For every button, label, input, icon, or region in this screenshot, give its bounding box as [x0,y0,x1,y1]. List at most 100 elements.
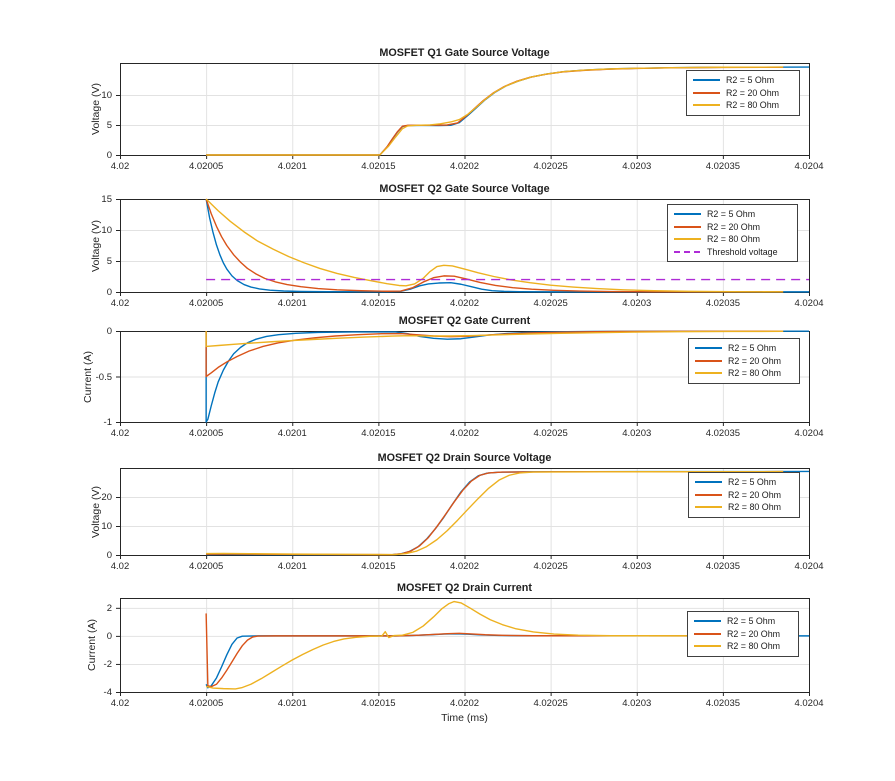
x-tick-label: 4.02015 [361,298,396,309]
subplot-1-plot-area [116,63,810,159]
x-tick-label: 4.02025 [533,428,568,439]
legend-entry: R2 = 5 Ohm [693,74,793,87]
y-tick-label: -1 [103,417,112,428]
x-tick-label: 4.02005 [188,428,224,439]
series-line-r2-80-ohm [205,198,784,293]
subplot-3-legend: R2 = 5 Ohm R2 = 20 Ohm R2 = 80 Ohm [688,338,800,384]
legend-line-sample [693,104,720,107]
legend-entry: R2 = 20 Ohm [694,628,792,641]
series-line-r2-20-ohm [205,198,784,293]
x-tick-label: 4.02 [110,298,130,309]
x-tick-label: 4.02025 [533,161,568,172]
x-tick-label: 4.02015 [361,428,396,439]
x-tick-label: 4.02035 [705,298,741,309]
legend-entry: R2 = 20 Ohm [693,87,793,100]
legend-entry-label: R2 = 80 Ohm [707,234,761,245]
y-tick-label: -0.5 [95,371,112,383]
x-tick-label: 4.02005 [188,561,224,572]
legend-entry-label: R2 = 20 Ohm [728,489,782,500]
subplot-4-legend: R2 = 5 Ohm R2 = 20 Ohm R2 = 80 Ohm [688,472,800,518]
x-tick-label: 4.02005 [188,298,224,309]
legend-entry: R2 = 80 Ohm [693,99,793,112]
legend-entry-label: R2 = 20 Ohm [726,87,780,98]
series-line-r2-80-ohm [205,600,784,690]
y-tick-label: 0 [106,550,112,561]
tick-marks [116,94,810,159]
subplot-5-legend: R2 = 5 Ohm R2 = 20 Ohm R2 = 80 Ohm [687,611,799,657]
x-tick-label: 4.02 [110,561,130,572]
legend-entry-label: R2 = 5 Ohm [728,343,777,354]
legend-entry-label: R2 = 80 Ohm [727,641,781,652]
legend-entry: R2 = 80 Ohm [674,233,791,246]
x-tick-label: 4.02 [110,428,130,439]
legend-entry-label: Threshold voltage [707,247,778,258]
series-line-r2-5-ohm [205,198,809,293]
legend-entry-label: R2 = 5 Ohm [728,477,777,488]
x-tick-label: 4.0201 [277,298,307,309]
x-tick-label: 4.0203 [622,428,652,439]
legend-entry: R2 = 20 Ohm [695,489,793,502]
x-tick-label: 4.02035 [705,428,741,439]
y-tick-label: 0 [106,326,112,337]
legend-entry: R2 = 20 Ohm [674,221,791,234]
x-tick-label: 4.0201 [277,161,307,172]
legend-entry: R2 = 5 Ohm [694,615,792,628]
x-tick-label: 4.0201 [277,698,307,709]
x-tick-label: 4.0201 [277,561,307,572]
legend-line-sample [694,620,721,623]
legend-line-sample [695,493,722,496]
subplot-1-title: MOSFET Q1 Gate Source Voltage [379,47,550,59]
x-tick-label: 4.0203 [622,161,652,172]
y-tick-label: 10 [101,89,112,101]
subplot-5-title: MOSFET Q2 Drain Current [397,582,532,594]
y-tick-label: -2 [103,658,112,670]
x-tick-label: 4.02035 [705,161,741,172]
x-tick-label: 4.02035 [705,561,741,572]
x-tick-label: 4.0202 [449,561,480,572]
y-tick-label: 20 [101,492,112,503]
legend-line-sample [693,79,720,82]
tick-marks [116,199,810,296]
legend-dashed-line-sample [674,251,701,254]
legend-entry-label: R2 = 20 Ohm [727,628,781,639]
x-tick-label: 4.0204 [794,698,824,709]
legend-entry-label: R2 = 5 Ohm [707,209,756,220]
x-tick-label: 4.0204 [794,561,824,572]
legend-entry-label: R2 = 20 Ohm [707,221,761,232]
legend-line-sample [694,645,721,648]
x-tick-label: 4.0203 [622,298,652,309]
y-tick-label: 15 [101,194,112,205]
y-tick-label: 0 [106,630,112,642]
legend-entry: R2 = 20 Ohm [695,355,793,368]
legend-entry-label: R2 = 80 Ohm [726,100,780,111]
legend-entry: R2 = 80 Ohm [695,367,793,380]
y-tick-label: 0 [106,287,112,298]
legend-entry-label: R2 = 5 Ohm [727,616,776,627]
x-tick-label: 4.0204 [794,298,824,309]
x-tick-label: 4.0202 [449,698,480,709]
subplot-2-title: MOSFET Q2 Gate Source Voltage [379,183,550,195]
legend-entry-label: R2 = 80 Ohm [728,502,782,513]
legend-entry-label: R2 = 20 Ohm [728,355,782,366]
subplot-4-title: MOSFET Q2 Drain Source Voltage [377,452,552,464]
legend-line-sample [695,359,722,362]
y-tick-label: 5 [106,119,112,131]
y-tick-label: 5 [106,256,112,267]
x-tick-label: 4.02015 [361,161,396,172]
y-tick-label: 10 [101,225,112,236]
x-tick-label: 4.0204 [794,428,824,439]
legend-entry: R2 = 5 Ohm [674,208,791,221]
x-tick-label: 4.0203 [622,561,652,572]
y-tick-label: -4 [103,687,112,698]
x-tick-label: 4.02015 [361,561,396,572]
legend-line-sample [674,225,701,228]
x-tick-label: 4.0202 [449,428,480,439]
legend-entry-label: R2 = 5 Ohm [726,75,775,86]
y-tick-label: 10 [101,521,112,532]
tick-marks [116,607,810,696]
x-tick-label: 4.02025 [533,698,568,709]
x-tick-label: 4.02 [110,161,130,172]
series-line-r2-20-ohm [205,613,784,688]
tick-marks [116,497,810,559]
